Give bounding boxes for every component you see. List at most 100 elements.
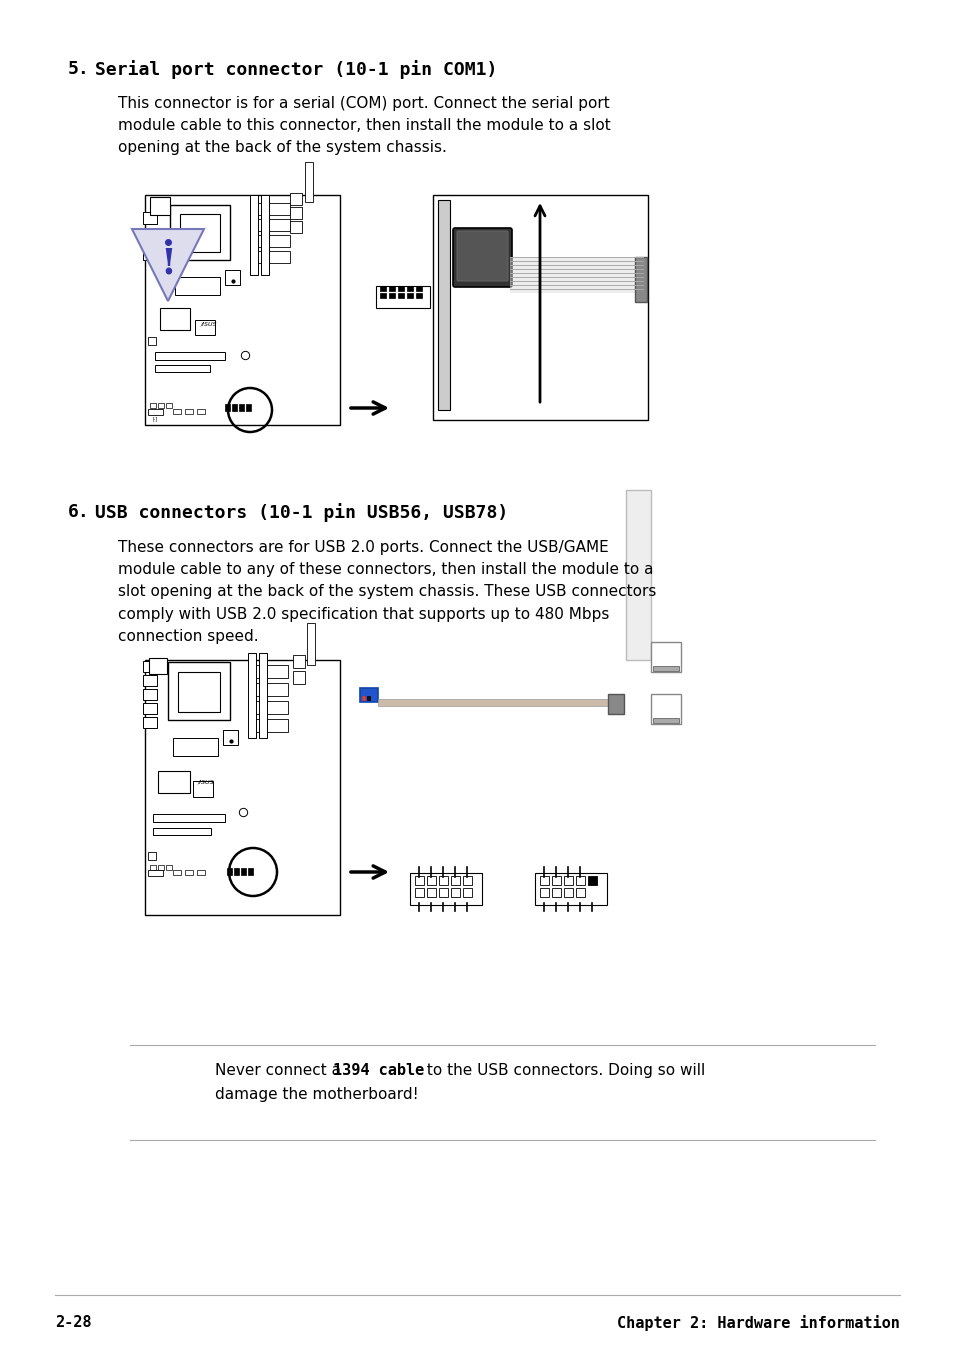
- Bar: [166, 403, 172, 408]
- Bar: [305, 162, 313, 203]
- Bar: [253, 665, 288, 678]
- Bar: [254, 219, 290, 231]
- Bar: [172, 738, 218, 757]
- Bar: [379, 286, 386, 290]
- Bar: [563, 888, 573, 897]
- FancyBboxPatch shape: [375, 286, 430, 308]
- Bar: [359, 688, 377, 703]
- Bar: [152, 815, 225, 821]
- Bar: [253, 701, 288, 713]
- Bar: [261, 195, 269, 276]
- Bar: [143, 661, 157, 671]
- Bar: [510, 257, 642, 293]
- Bar: [168, 662, 230, 720]
- Bar: [145, 661, 339, 915]
- Bar: [246, 404, 251, 411]
- Bar: [258, 653, 267, 738]
- Bar: [180, 213, 220, 253]
- Bar: [397, 286, 403, 290]
- Bar: [143, 249, 157, 259]
- Bar: [193, 781, 213, 797]
- Bar: [227, 867, 232, 875]
- Bar: [307, 623, 314, 665]
- Text: Never connect a: Never connect a: [214, 1063, 346, 1078]
- Bar: [397, 293, 403, 299]
- Bar: [416, 293, 421, 299]
- Bar: [145, 195, 339, 426]
- FancyBboxPatch shape: [456, 231, 507, 281]
- Bar: [239, 404, 244, 411]
- Bar: [172, 870, 181, 875]
- Bar: [253, 684, 288, 696]
- Bar: [427, 875, 436, 885]
- Text: Serial port connector (10-1 pin COM1): Serial port connector (10-1 pin COM1): [95, 59, 497, 78]
- FancyBboxPatch shape: [410, 873, 481, 905]
- Bar: [172, 409, 181, 413]
- Bar: [158, 865, 164, 870]
- Bar: [438, 888, 448, 897]
- Bar: [148, 409, 163, 415]
- Bar: [143, 689, 157, 700]
- Text: [·]: [·]: [152, 416, 158, 422]
- Polygon shape: [132, 230, 204, 301]
- Bar: [143, 212, 157, 224]
- Bar: [563, 875, 573, 885]
- Text: /ISUS: /ISUS: [200, 322, 216, 327]
- Bar: [143, 230, 157, 242]
- Bar: [427, 888, 436, 897]
- Bar: [415, 875, 423, 885]
- Bar: [143, 703, 157, 713]
- Bar: [377, 698, 607, 707]
- Bar: [587, 875, 597, 885]
- Bar: [462, 888, 472, 897]
- Text: 2-28: 2-28: [55, 1315, 91, 1329]
- Text: 1394 cable: 1394 cable: [333, 1063, 424, 1078]
- Bar: [223, 730, 237, 744]
- Bar: [367, 696, 370, 700]
- FancyBboxPatch shape: [535, 873, 606, 905]
- Bar: [539, 888, 548, 897]
- Bar: [625, 490, 650, 661]
- Bar: [552, 875, 560, 885]
- Bar: [148, 336, 156, 345]
- Bar: [293, 671, 305, 684]
- Bar: [361, 696, 365, 700]
- Bar: [635, 257, 646, 303]
- Text: USB connectors (10-1 pin USB56, USB78): USB connectors (10-1 pin USB56, USB78): [95, 503, 508, 521]
- Bar: [416, 286, 421, 290]
- Bar: [170, 205, 230, 259]
- Bar: [196, 870, 205, 875]
- Bar: [194, 320, 214, 335]
- Text: These connectors are for USB 2.0 ports. Connect the USB/GAME
module cable to any: These connectors are for USB 2.0 ports. …: [118, 540, 656, 644]
- Bar: [152, 828, 211, 835]
- Bar: [407, 286, 413, 290]
- Text: to the USB connectors. Doing so will: to the USB connectors. Doing so will: [421, 1063, 704, 1078]
- Bar: [576, 875, 584, 885]
- Bar: [576, 888, 584, 897]
- Bar: [143, 717, 157, 728]
- Bar: [451, 875, 459, 885]
- Bar: [652, 666, 679, 671]
- Bar: [290, 193, 302, 205]
- Bar: [389, 286, 395, 290]
- Bar: [185, 409, 193, 413]
- Bar: [185, 870, 193, 875]
- Bar: [225, 404, 230, 411]
- Bar: [415, 888, 423, 897]
- Bar: [158, 403, 164, 408]
- Bar: [389, 293, 395, 299]
- Bar: [241, 867, 246, 875]
- Bar: [462, 875, 472, 885]
- Bar: [650, 642, 680, 671]
- Bar: [196, 409, 205, 413]
- Bar: [552, 888, 560, 897]
- Bar: [174, 277, 220, 295]
- Text: 5.: 5.: [68, 59, 90, 78]
- Bar: [253, 719, 288, 732]
- Bar: [254, 203, 290, 215]
- Bar: [154, 365, 210, 372]
- Bar: [225, 270, 240, 285]
- Bar: [379, 293, 386, 299]
- Text: !: !: [160, 247, 175, 281]
- Bar: [290, 222, 302, 232]
